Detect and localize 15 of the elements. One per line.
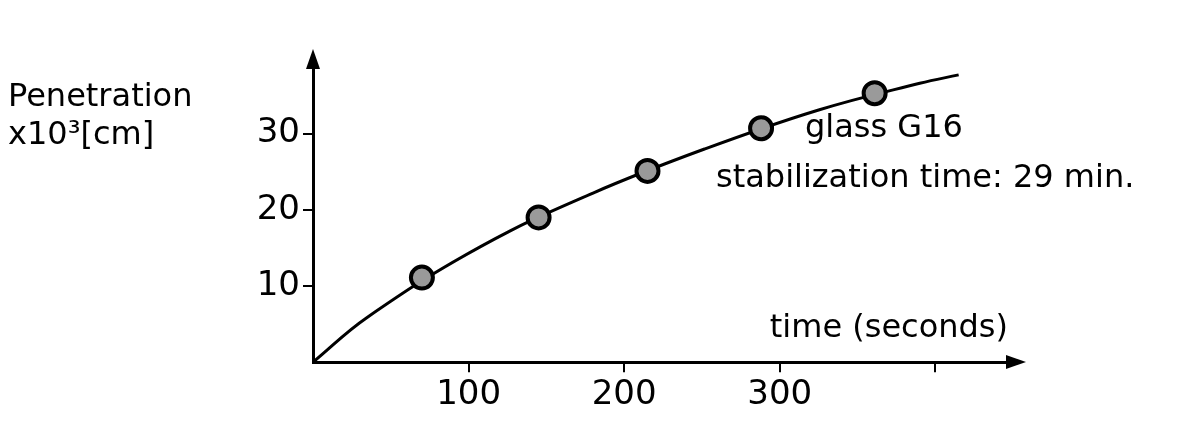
x-tick-label: 100 (436, 372, 502, 413)
y-tick-label: 30 (256, 110, 300, 151)
x-axis-title: time (seconds) (769, 306, 1008, 345)
y-tick-label: 10 (256, 262, 300, 303)
y-tick-label: 20 (256, 186, 300, 227)
annotation: stabilization time: 29 min. (716, 157, 1135, 196)
x-tick-label: 300 (747, 372, 813, 413)
point (861, 80, 888, 107)
annotation: glass G16 (805, 107, 963, 146)
point (634, 157, 661, 184)
point (748, 115, 775, 142)
y-axis-title: Penetration x10³[cm] (8, 76, 193, 153)
point (525, 204, 552, 231)
x-tick-label: 200 (591, 372, 657, 413)
point (408, 264, 435, 291)
